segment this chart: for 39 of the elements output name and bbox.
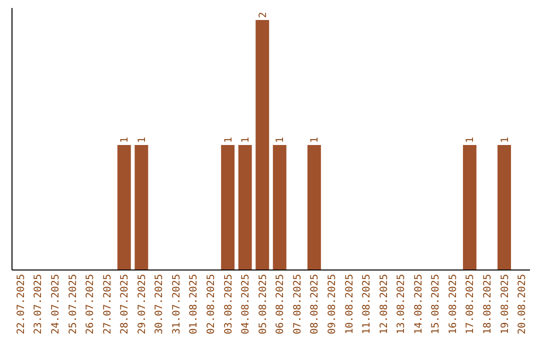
x-tick-label: 14.08.2025 xyxy=(413,274,424,334)
x-tick-label: 09.08.2025 xyxy=(326,274,338,334)
x-tick-label: 11.08.2025 xyxy=(362,274,373,334)
x-tick-label: 02.08.2025 xyxy=(206,274,218,334)
x-tick-label: 26.07.2025 xyxy=(85,274,96,334)
data-label: 2 xyxy=(258,12,269,18)
x-tick-label: 16.08.2025 xyxy=(448,274,459,334)
x-tick-label: 18.08.2025 xyxy=(482,274,494,334)
x-tick-label: 06.08.2025 xyxy=(275,274,286,334)
x-tick-label: 07.08.2025 xyxy=(292,274,304,334)
data-label: 1 xyxy=(465,136,476,143)
x-tick-label: 20.08.2025 xyxy=(517,274,528,334)
x-tick-label: 17.08.2025 xyxy=(465,274,476,334)
data-label: 1 xyxy=(136,136,148,143)
data-label: 1 xyxy=(240,136,252,143)
data-label: 1 xyxy=(275,136,286,143)
x-tick-label: 31.07.2025 xyxy=(171,274,182,334)
x-tick-label: 10.08.2025 xyxy=(344,274,356,334)
x-tick-label: 23.07.2025 xyxy=(33,274,44,334)
x-tick-label: 25.07.2025 xyxy=(68,274,79,334)
x-tick-label: 15.08.2025 xyxy=(430,274,442,334)
x-tick-label: 01.08.2025 xyxy=(188,274,200,334)
data-label: 1 xyxy=(310,136,321,143)
x-tick-label: 05.08.2025 xyxy=(258,274,269,334)
x-tick-label: 19.08.2025 xyxy=(500,274,511,334)
x-tick-label: 27.07.2025 xyxy=(102,274,114,334)
x-tick-label: 28.07.2025 xyxy=(120,274,131,334)
x-tick-label: 13.08.2025 xyxy=(396,274,408,334)
x-tick-label: 22.07.2025 xyxy=(16,274,27,334)
x-tick-label: 24.07.2025 xyxy=(50,274,62,334)
x-tick-label: 30.07.2025 xyxy=(154,274,166,334)
data-label: 1 xyxy=(223,136,234,143)
x-tick-label: 08.08.2025 xyxy=(310,274,321,334)
x-tick-label: 29.07.2025 xyxy=(136,274,148,334)
x-tick-label: 12.08.2025 xyxy=(378,274,390,334)
x-tick-label: 04.08.2025 xyxy=(240,274,252,334)
data-label: 1 xyxy=(120,136,131,143)
x-tick-label: 03.08.2025 xyxy=(223,274,234,334)
data-label: 1 xyxy=(500,136,511,143)
